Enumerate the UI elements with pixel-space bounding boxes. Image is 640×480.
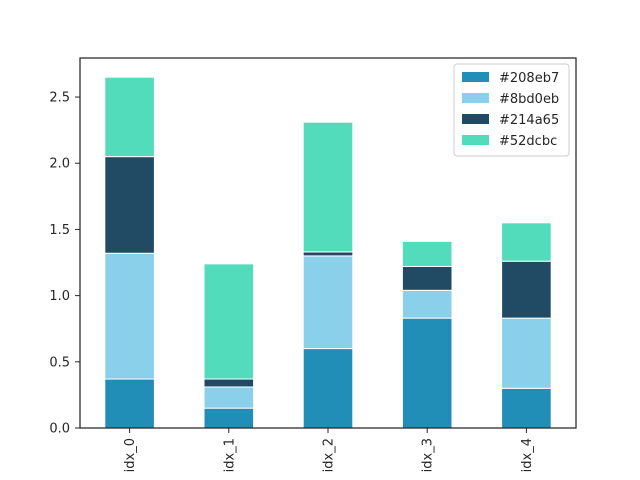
y-tick-label: 0.0 [49,422,70,437]
y-tick-label: 0.5 [49,355,70,370]
bar-idx_0-series-3 [104,76,155,158]
bar-idx_1-series-2 [203,378,255,388]
bar-idx_4-series-0 [501,387,552,429]
bar-idx_3-series-3 [401,240,453,267]
bar-idx_2-series-2 [302,251,354,257]
legend-label: #8bd0eb [499,92,559,107]
bar-idx_4-series-2 [501,260,552,319]
x-tick-label: idx_4 [520,438,535,472]
bar-idx_3-series-2 [401,265,453,291]
bar-idx_2-series-1 [302,255,354,350]
legend-box [453,63,570,157]
x-axis: idx_0 idx_1 idx_2 idx_3 idx_4 [123,428,535,472]
y-tick-label: 2.0 [49,157,70,172]
legend-swatch [462,114,489,124]
bar-idx_1-series-3 [203,263,255,380]
bar-idx_1-series-1 [203,386,255,409]
legend: #208eb7 #8bd0eb #214a65 #52dcbc [453,63,570,157]
legend-label: #52dcbc [499,134,557,149]
x-tick-label: idx_0 [123,438,138,472]
bar-idx_0-series-0 [104,378,155,429]
y-tick-label: 1.5 [49,223,70,238]
y-tick-label: 1.0 [49,289,70,304]
x-tick-label: idx_1 [222,438,237,472]
bar-idx_4-series-1 [501,317,552,389]
legend-label: #208eb7 [499,71,559,86]
x-tick-label: idx_3 [421,438,436,472]
bar-idx_2-series-3 [302,121,354,253]
x-tick-label: idx_2 [322,438,337,472]
bar-idx_2-series-0 [302,348,354,429]
legend-swatch [462,93,489,103]
legend-swatch [462,72,489,82]
bar-idx_3-series-0 [401,317,453,429]
bar-idx_3-series-1 [401,289,453,319]
legend-swatch [462,135,489,145]
bar-idx_4-series-3 [501,222,552,262]
bar-idx_0-series-2 [104,156,155,254]
y-axis: 0.0 0.5 1.0 1.5 2.0 2.5 [49,91,80,437]
bars-layer [104,76,552,429]
y-tick-label: 2.5 [49,91,70,106]
legend-label: #214a65 [499,113,559,128]
bar-idx_0-series-1 [104,252,155,380]
bar-idx_1-series-0 [203,407,255,429]
